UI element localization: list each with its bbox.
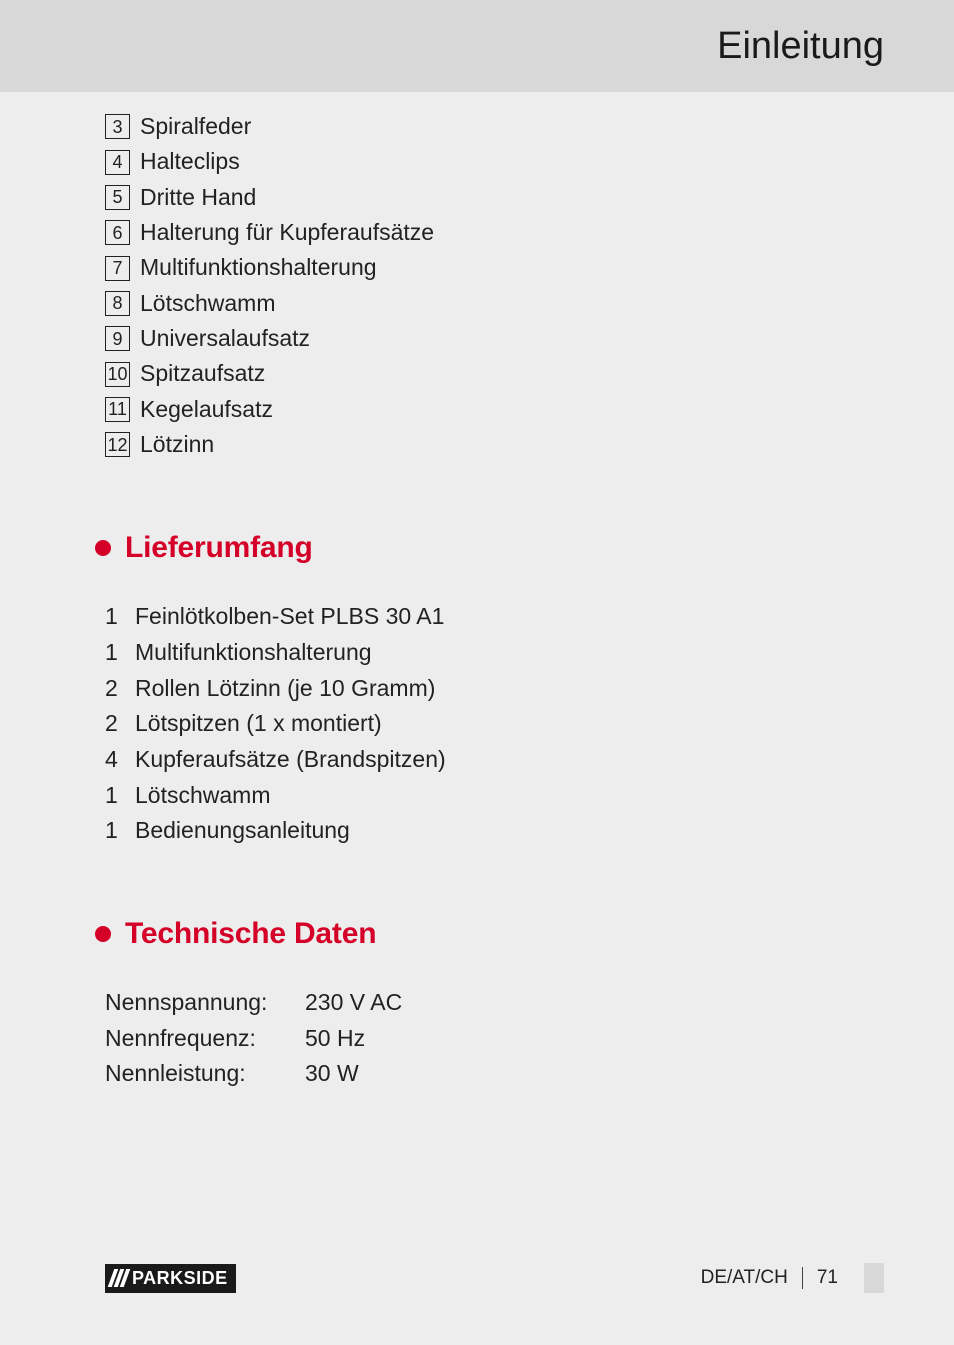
brand-logo: PARKSIDE (105, 1264, 236, 1293)
page-content: 3 Spiralfeder 4 Halteclips 5 Dritte Hand 6H… (105, 110, 884, 1092)
scope-row: 1Multifunktionshalterung (105, 635, 884, 671)
part-label: Kegelaufsatz (140, 393, 273, 426)
page-tab-icon (864, 1263, 884, 1293)
part-number: 6 (105, 220, 130, 245)
part-row: 7 Multifunktionshalterung (105, 251, 884, 284)
spec-value: 50 Hz (305, 1021, 365, 1057)
part-label: Spiralfeder (140, 110, 251, 143)
part-row: 5 Dritte Hand (105, 181, 884, 214)
part-row: 4 Halteclips (105, 145, 884, 178)
part-row: 12 Lötzinn (105, 428, 884, 461)
spec-key: Nennfrequenz: (105, 1021, 305, 1057)
section-title: Lieferumfang (125, 531, 313, 565)
spec-row: Nennfrequenz:50 Hz (105, 1021, 884, 1057)
part-number: 11 (105, 397, 130, 422)
spec-key: Nennleistung: (105, 1056, 305, 1092)
scope-qty: 1 (105, 778, 135, 814)
logo-stripes-icon (111, 1269, 127, 1287)
scope-row: 1Feinlötkolben-Set PLBS 30 A1 (105, 599, 884, 635)
scope-qty: 4 (105, 742, 135, 778)
brand-name: PARKSIDE (132, 1268, 228, 1289)
region-code: DE/AT/CH (701, 1267, 788, 1289)
tech-specs: Nennspannung:230 V AC Nennfrequenz:50 Hz… (105, 985, 884, 1092)
scope-row: 1Lötschwamm (105, 778, 884, 814)
spec-value: 230 V AC (305, 985, 402, 1021)
divider-icon (802, 1267, 803, 1289)
page-footer: PARKSIDE DE/AT/CH 71 (105, 1263, 884, 1293)
spec-row: Nennspannung:230 V AC (105, 985, 884, 1021)
scope-row: 4Kupferaufsätze (Brandspitzen) (105, 742, 884, 778)
scope-label: Lötschwamm (135, 778, 270, 814)
section-title: Technische Daten (125, 917, 376, 951)
header-title: Einleitung (717, 25, 884, 68)
part-label: Lötzinn (140, 428, 214, 461)
bullet-icon (95, 540, 111, 556)
scope-label: Feinlötkolben-Set PLBS 30 A1 (135, 599, 444, 635)
scope-row: 1Bedienungsanleitung (105, 813, 884, 849)
scope-qty: 1 (105, 599, 135, 635)
scope-row: 2Lötspitzen (1 x montiert) (105, 706, 884, 742)
part-number: 7 (105, 256, 130, 281)
part-label: Lötschwamm (140, 287, 275, 320)
part-label: Multifunktionshalterung (140, 251, 377, 284)
part-row: 9 Universalaufsatz (105, 322, 884, 355)
scope-label: Rollen Lötzinn (je 10 Gramm) (135, 671, 435, 707)
part-row: 3 Spiralfeder (105, 110, 884, 143)
spec-key: Nennspannung: (105, 985, 305, 1021)
scope-label: Kupferaufsätze (Brandspitzen) (135, 742, 446, 778)
part-label: Halterung für Kupferaufsätze (140, 216, 434, 249)
spec-row: Nennleistung:30 W (105, 1056, 884, 1092)
scope-qty: 1 (105, 635, 135, 671)
spec-value: 30 W (305, 1056, 359, 1092)
page-number: 71 (817, 1267, 838, 1289)
parts-list: 3 Spiralfeder 4 Halteclips 5 Dritte Hand 6H… (105, 110, 884, 461)
scope-label: Multifunktionshalterung (135, 635, 372, 671)
part-number: 8 (105, 291, 130, 316)
scope-qty: 2 (105, 671, 135, 707)
scope-list: 1Feinlötkolben-Set PLBS 30 A1 1Multifunk… (105, 599, 884, 848)
part-label: Universalaufsatz (140, 322, 310, 355)
scope-label: Bedienungsanleitung (135, 813, 350, 849)
part-row: 6 Halterung für Kupferaufsätze (105, 216, 884, 249)
part-number: 9 (105, 326, 130, 351)
part-number: 4 (105, 150, 130, 175)
section-heading-scope: Lieferumfang (95, 531, 884, 565)
part-row: 8 Lötschwamm (105, 287, 884, 320)
part-number: 5 (105, 185, 130, 210)
scope-qty: 1 (105, 813, 135, 849)
scope-label: Lötspitzen (1 x montiert) (135, 706, 382, 742)
part-number: 3 (105, 114, 130, 139)
page-info: DE/AT/CH 71 (701, 1263, 884, 1293)
part-row: 11 Kegelaufsatz (105, 393, 884, 426)
bullet-icon (95, 926, 111, 942)
part-row: 10 Spitzaufsatz (105, 357, 884, 390)
part-label: Dritte Hand (140, 181, 256, 214)
part-label: Spitzaufsatz (140, 357, 265, 390)
part-number: 10 (105, 362, 130, 387)
section-heading-tech: Technische Daten (95, 917, 884, 951)
scope-row: 2Rollen Lötzinn (je 10 Gramm) (105, 671, 884, 707)
part-label: Halteclips (140, 145, 240, 178)
part-number: 12 (105, 432, 130, 457)
scope-qty: 2 (105, 706, 135, 742)
page-header: Einleitung (0, 0, 954, 92)
